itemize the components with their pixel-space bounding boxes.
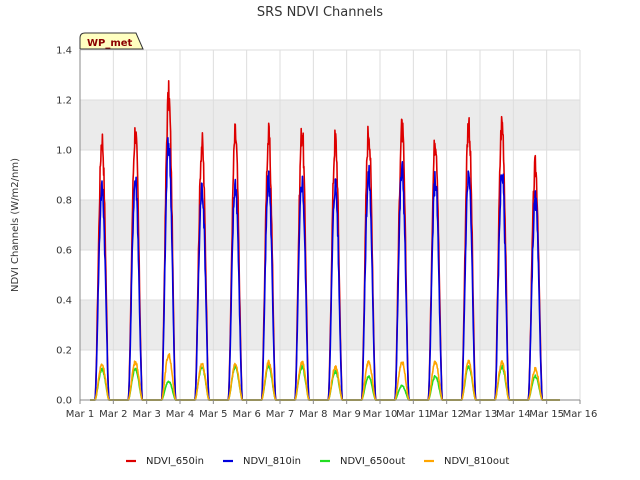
legend-label: NDVI_650out [340, 456, 405, 467]
plot-band [80, 200, 580, 250]
chart-title: SRS NDVI Channels [257, 5, 383, 20]
x-tick-label: Mar 1 [66, 409, 94, 420]
y-tick-label: 0.6 [56, 246, 72, 257]
x-tick-label: Mar 10 [363, 409, 398, 420]
x-tick-label: Mar 13 [463, 409, 498, 420]
legend-label: NDVI_810out [444, 456, 509, 467]
y-tick-label: 0.2 [56, 346, 72, 357]
x-tick-label: Mar 16 [563, 409, 598, 420]
plot-band [80, 100, 580, 150]
y-tick-label: 1.0 [56, 146, 72, 157]
x-tick-label: Mar 4 [166, 409, 194, 420]
y-tick-label: 0.8 [56, 196, 72, 207]
x-tick-label: Mar 7 [266, 409, 294, 420]
x-tick-label: Mar 11 [396, 409, 431, 420]
x-tick-label: Mar 3 [132, 409, 160, 420]
x-tick-label: Mar 14 [496, 409, 531, 420]
legend-label: NDVI_810in [243, 456, 301, 467]
y-tick-label: 0.4 [56, 296, 72, 307]
x-tick-label: Mar 6 [232, 409, 260, 420]
y-tick-label: 1.4 [56, 46, 72, 57]
axes: 0.0 0.2 0.4 0.6 0.8 1.0 1.2 1.4 Mar 1 Mar 2 Mar 3 M… [56, 46, 597, 421]
x-tick-label: Mar 2 [99, 409, 127, 420]
legend: NDVI_650in NDVI_810in NDVI_650out NDVI_810o… [126, 456, 509, 467]
site-badge: WP_met [79, 32, 144, 50]
legend-label: NDVI_650in [146, 456, 204, 467]
y-tick-label: 0.0 [56, 396, 72, 407]
x-tick-label: Mar 12 [429, 409, 464, 420]
y-tick-label: 1.2 [56, 96, 72, 107]
x-tick-label: Mar 5 [199, 409, 227, 420]
x-tick-label: Mar 9 [332, 409, 360, 420]
x-tick-label: Mar 15 [529, 409, 564, 420]
x-tick-label: Mar 8 [299, 409, 327, 420]
y-axis-label: NDVI Channels (W/m2/nm) [10, 158, 21, 292]
badge-shape [79, 32, 144, 50]
badge-label: WP_met [87, 38, 133, 49]
